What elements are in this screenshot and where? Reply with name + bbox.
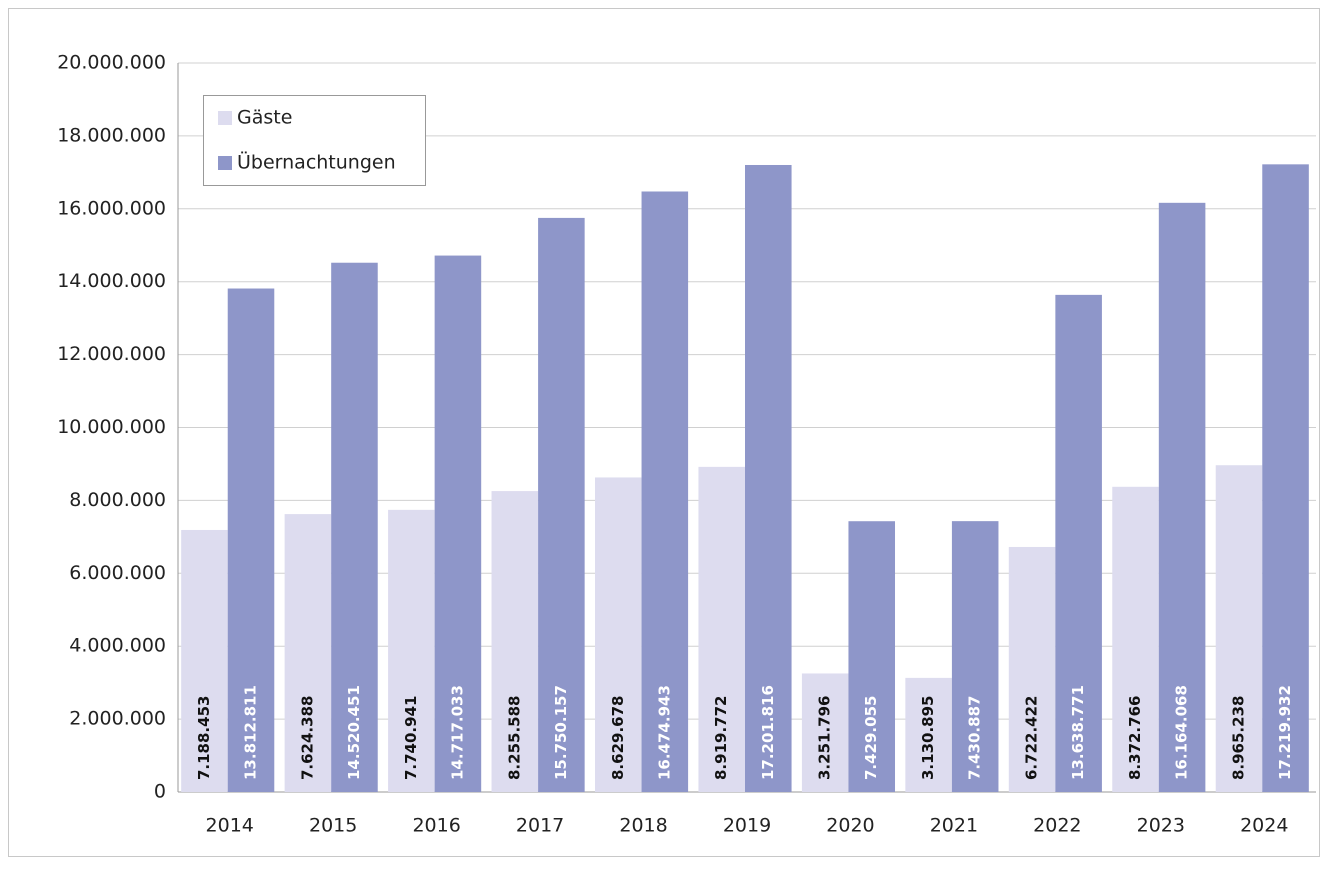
value-label: 8.629.678 [609,696,627,780]
y-tick-label: 0 [154,781,166,803]
bar [594,477,642,792]
value-label: 17.219.932 [1276,685,1294,780]
bar [388,509,435,792]
value-label: 8.372.766 [1126,696,1144,780]
y-tick-label: 14.000.000 [57,270,166,292]
bar [538,217,585,792]
x-tick-label: 2024 [1240,815,1288,837]
x-tick-label: 2017 [516,815,564,837]
y-tick-label: 16.000.000 [57,197,166,219]
bar [1055,294,1102,792]
value-label: 8.255.588 [505,696,523,780]
bar [434,255,482,792]
bar [1008,546,1056,792]
bar [181,529,228,792]
legend-box [203,95,426,186]
value-label: 13.812.811 [242,685,260,780]
x-tick-label: 2020 [826,815,874,837]
bar [801,673,849,792]
x-tick-label: 2023 [1137,815,1185,837]
bar [491,491,539,792]
x-tick-label: 2014 [206,815,254,837]
value-label: 7.188.453 [195,696,213,780]
value-label: 6.722.422 [1023,696,1041,780]
bar [1215,465,1263,792]
bar [905,677,952,792]
value-label: 14.717.033 [448,685,466,780]
y-tick-label: 18.000.000 [57,124,166,146]
value-label: 7.624.388 [298,696,316,780]
x-tick-label: 2019 [723,815,771,837]
x-tick-label: 2016 [412,815,460,837]
value-label: 7.430.887 [966,696,984,780]
value-label: 16.474.943 [655,685,673,780]
legend-swatch [218,156,232,170]
value-label: 15.750.157 [552,685,570,780]
value-label: 8.965.238 [1229,696,1247,780]
y-tick-label: 20.000.000 [57,52,166,74]
value-label: 7.429.055 [862,696,880,780]
y-tick-label: 4.000.000 [69,635,166,657]
bar [1112,486,1159,792]
y-tick-label: 6.000.000 [69,562,166,584]
y-tick-label: 10.000.000 [57,416,166,438]
value-label: 3.251.796 [816,696,834,780]
bar [227,288,275,792]
y-tick-label: 8.000.000 [69,489,166,511]
value-label: 16.164.068 [1173,685,1191,780]
bar [1262,164,1309,792]
value-label: 13.638.771 [1069,685,1087,780]
x-tick-label: 2015 [309,815,357,837]
x-tick-label: 2022 [1033,815,1081,837]
legend-label: Gäste [237,107,292,129]
bar [284,514,332,792]
bar [1158,202,1206,793]
y-tick-label: 2.000.000 [69,708,166,730]
value-label: 14.520.451 [345,685,363,780]
value-label: 8.919.772 [712,696,730,780]
value-label: 17.201.816 [759,685,777,780]
bar [951,521,999,792]
bar [331,262,378,792]
x-tick-label: 2018 [619,815,667,837]
value-label: 3.130.895 [919,696,937,780]
bar [641,191,689,792]
x-tick-label: 2021 [930,815,978,837]
y-tick-label: 12.000.000 [57,343,166,365]
legend-label: Übernachtungen [237,151,396,174]
bar [848,521,896,792]
bar [745,164,792,793]
legend-swatch [218,111,232,125]
value-label: 7.740.941 [402,696,420,780]
bar [698,466,745,792]
